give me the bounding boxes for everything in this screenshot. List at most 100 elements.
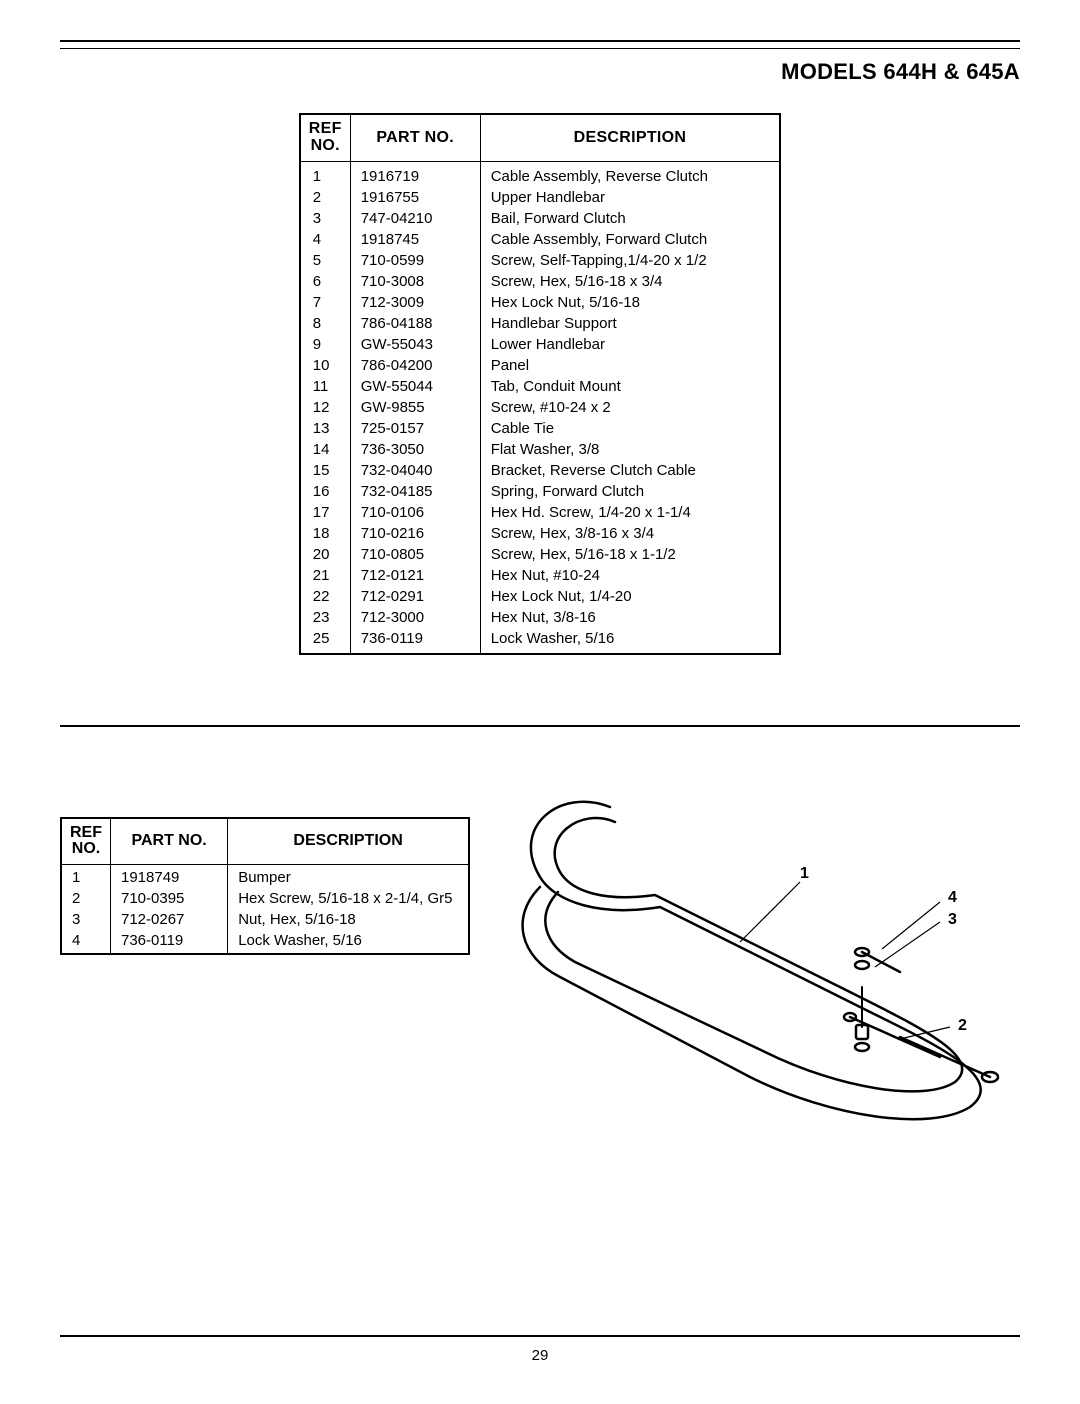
cell-partno: 1916755 — [350, 187, 480, 208]
table-row: 14736-3050Flat Washer, 3/8 — [300, 439, 780, 460]
table-row: 11GW-55044Tab, Conduit Mount — [300, 376, 780, 397]
col-partno: PART NO. — [111, 818, 228, 865]
callout-2: 2 — [958, 1017, 967, 1035]
cell-ref: 4 — [300, 229, 350, 250]
cell-desc: Hex Lock Nut, 5/16-18 — [480, 292, 780, 313]
cell-desc: Lock Washer, 5/16 — [228, 930, 469, 954]
cell-ref: 20 — [300, 544, 350, 565]
table-row: 21916755Upper Handlebar — [300, 187, 780, 208]
col-desc: DESCRIPTION — [228, 818, 469, 865]
cell-desc: Cable Assembly, Forward Clutch — [480, 229, 780, 250]
cell-desc: Cable Assembly, Reverse Clutch — [480, 161, 780, 187]
table-row: 5710-0599Screw, Self-Tapping,1/4-20 x 1/… — [300, 250, 780, 271]
cell-ref: 23 — [300, 607, 350, 628]
table-row: 16732-04185Spring, Forward Clutch — [300, 481, 780, 502]
table-row: 2710-0395Hex Screw, 5/16-18 x 2-1/4, Gr5 — [61, 888, 469, 909]
cell-desc: Spring, Forward Clutch — [480, 481, 780, 502]
cell-ref: 7 — [300, 292, 350, 313]
cell-desc: Screw, #10-24 x 2 — [480, 397, 780, 418]
col-ref: REFNO. — [300, 114, 350, 161]
cell-desc: Hex Hd. Screw, 1/4-20 x 1-1/4 — [480, 502, 780, 523]
cell-desc: Hex Nut, 3/8-16 — [480, 607, 780, 628]
callout-4: 4 — [948, 889, 957, 907]
cell-partno: 1918745 — [350, 229, 480, 250]
cell-partno: 1918749 — [111, 865, 228, 889]
cell-partno: 732-04185 — [350, 481, 480, 502]
cell-desc: Bail, Forward Clutch — [480, 208, 780, 229]
bumper-diagram: 1 4 3 2 — [500, 777, 1020, 1137]
cell-ref: 21 — [300, 565, 350, 586]
cell-partno: GW-55044 — [350, 376, 480, 397]
cell-partno: 736-0119 — [350, 628, 480, 654]
cell-partno: 747-04210 — [350, 208, 480, 229]
cell-desc: Hex Nut, #10-24 — [480, 565, 780, 586]
cell-ref: 1 — [300, 161, 350, 187]
table-row: 7712-3009Hex Lock Nut, 5/16-18 — [300, 292, 780, 313]
cell-partno: 732-04040 — [350, 460, 480, 481]
table-row: 3712-0267Nut, Hex, 5/16-18 — [61, 909, 469, 930]
cell-ref: 4 — [61, 930, 111, 954]
cell-partno: 725-0157 — [350, 418, 480, 439]
table-row: 25736-0119Lock Washer, 5/16 — [300, 628, 780, 654]
table-row: 12GW-9855Screw, #10-24 x 2 — [300, 397, 780, 418]
cell-ref: 11 — [300, 376, 350, 397]
cell-partno: 710-0106 — [350, 502, 480, 523]
cell-desc: Bumper — [228, 865, 469, 889]
cell-desc: Hex Lock Nut, 1/4-20 — [480, 586, 780, 607]
cell-desc: Upper Handlebar — [480, 187, 780, 208]
cell-partno: 710-0805 — [350, 544, 480, 565]
table-row: 15732-04040Bracket, Reverse Clutch Cable — [300, 460, 780, 481]
callout-3: 3 — [948, 911, 957, 929]
table-row: 20710-0805Screw, Hex, 5/16-18 x 1-1/2 — [300, 544, 780, 565]
cell-partno: 786-04200 — [350, 355, 480, 376]
cell-partno: GW-9855 — [350, 397, 480, 418]
cell-partno: 710-3008 — [350, 271, 480, 292]
cell-ref: 14 — [300, 439, 350, 460]
cell-partno: 712-3000 — [350, 607, 480, 628]
cell-partno: 710-0395 — [111, 888, 228, 909]
table-row: 11916719Cable Assembly, Reverse Clutch — [300, 161, 780, 187]
cell-ref: 15 — [300, 460, 350, 481]
cell-desc: Bracket, Reverse Clutch Cable — [480, 460, 780, 481]
cell-ref: 3 — [61, 909, 111, 930]
cell-partno: GW-55043 — [350, 334, 480, 355]
cell-ref: 12 — [300, 397, 350, 418]
cell-partno: 712-0291 — [350, 586, 480, 607]
cell-ref: 17 — [300, 502, 350, 523]
cell-desc: Cable Tie — [480, 418, 780, 439]
cell-partno: 736-0119 — [111, 930, 228, 954]
table-row: 8786-04188Handlebar Support — [300, 313, 780, 334]
cell-desc: Lower Handlebar — [480, 334, 780, 355]
cell-desc: Flat Washer, 3/8 — [480, 439, 780, 460]
cell-ref: 2 — [300, 187, 350, 208]
cell-ref: 13 — [300, 418, 350, 439]
table-row: 21712-0121Hex Nut, #10-24 — [300, 565, 780, 586]
cell-partno: 710-0599 — [350, 250, 480, 271]
cell-partno: 712-3009 — [350, 292, 480, 313]
callout-1: 1 — [800, 865, 809, 883]
cell-desc: Tab, Conduit Mount — [480, 376, 780, 397]
col-desc: DESCRIPTION — [480, 114, 780, 161]
cell-desc: Lock Washer, 5/16 — [480, 628, 780, 654]
cell-ref: 16 — [300, 481, 350, 502]
cell-desc: Handlebar Support — [480, 313, 780, 334]
cell-desc: Screw, Hex, 5/16-18 x 1-1/2 — [480, 544, 780, 565]
cell-partno: 712-0267 — [111, 909, 228, 930]
table-row: 11918749Bumper — [61, 865, 469, 889]
cell-desc: Screw, Hex, 3/8-16 x 3/4 — [480, 523, 780, 544]
cell-partno: 736-3050 — [350, 439, 480, 460]
table-row: 41918745Cable Assembly, Forward Clutch — [300, 229, 780, 250]
cell-ref: 3 — [300, 208, 350, 229]
cell-ref: 25 — [300, 628, 350, 654]
cell-ref: 18 — [300, 523, 350, 544]
cell-desc: Screw, Hex, 5/16-18 x 3/4 — [480, 271, 780, 292]
cell-ref: 10 — [300, 355, 350, 376]
small-parts-table: REFNO. PART NO. DESCRIPTION 11918749Bump… — [60, 817, 470, 956]
cell-ref: 2 — [61, 888, 111, 909]
cell-partno: 712-0121 — [350, 565, 480, 586]
table-row: 23712-3000Hex Nut, 3/8-16 — [300, 607, 780, 628]
table-row: 18710-0216Screw, Hex, 3/8-16 x 3/4 — [300, 523, 780, 544]
table-row: 17710-0106Hex Hd. Screw, 1/4-20 x 1-1/4 — [300, 502, 780, 523]
table-row: 13725-0157Cable Tie — [300, 418, 780, 439]
cell-ref: 22 — [300, 586, 350, 607]
